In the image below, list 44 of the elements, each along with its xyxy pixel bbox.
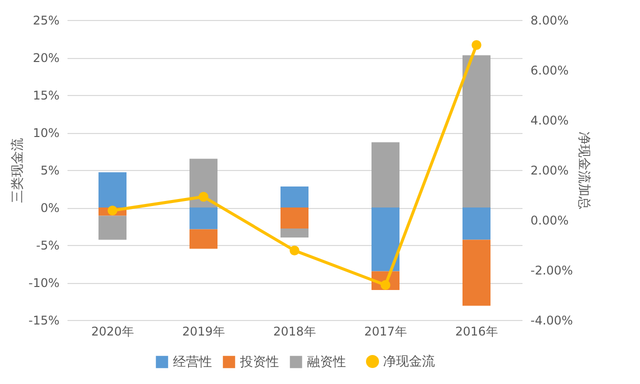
- y-tick-label: -10%: [28, 276, 60, 290]
- bar: [190, 229, 218, 249]
- y-tick-label: -5%: [36, 238, 60, 252]
- legend-label: 经营性: [173, 355, 212, 370]
- bar: [372, 208, 400, 272]
- y-tick-label: -15%: [28, 314, 60, 328]
- point: [290, 246, 300, 256]
- x-tick-label: 2018年: [273, 324, 316, 338]
- x-tick-label: 2017年: [364, 324, 407, 338]
- legend-label: 投资性: [239, 355, 279, 370]
- y-tick-label: 25%: [32, 14, 60, 28]
- point: [198, 192, 208, 202]
- y2-tick-label: 4.00%: [530, 114, 569, 128]
- y-tick-label: 15%: [32, 88, 60, 102]
- bar: [462, 240, 490, 306]
- y2-tick-label: -2.00%: [530, 264, 573, 278]
- y-tick-label: 0%: [40, 201, 60, 215]
- y2-tick-label: -4.00%: [530, 314, 573, 328]
- legend-label: 融资性: [307, 355, 346, 370]
- y-tick-label: 20%: [32, 51, 60, 65]
- bar: [190, 158, 218, 208]
- bar: [98, 216, 126, 240]
- y-axis-title: 三类现金流: [10, 138, 26, 203]
- bar: [462, 208, 490, 240]
- x-tick-label: 2020年: [91, 324, 134, 338]
- bar: [372, 142, 400, 208]
- point: [108, 206, 118, 216]
- y2-tick-label: 2.00%: [530, 164, 569, 178]
- bar: [462, 55, 490, 208]
- x-tick-label: 2016年: [455, 324, 498, 338]
- bar: [280, 228, 308, 238]
- bar: [98, 172, 126, 208]
- bar: [280, 186, 308, 208]
- y2-tick-label: 6.00%: [530, 64, 569, 78]
- point: [472, 40, 482, 50]
- bar: [190, 208, 218, 230]
- x-tick-label: 2019年: [182, 324, 225, 338]
- y2-tick-label: 0.00%: [530, 214, 569, 228]
- y2-axis-title: 净现金流加总: [576, 132, 592, 210]
- y-tick-label: 5%: [40, 164, 60, 178]
- y-tick-label: 10%: [32, 126, 60, 140]
- bar: [280, 208, 308, 228]
- y2-tick-label: 8.00%: [530, 14, 569, 28]
- legend-label: 净现金流: [383, 354, 435, 370]
